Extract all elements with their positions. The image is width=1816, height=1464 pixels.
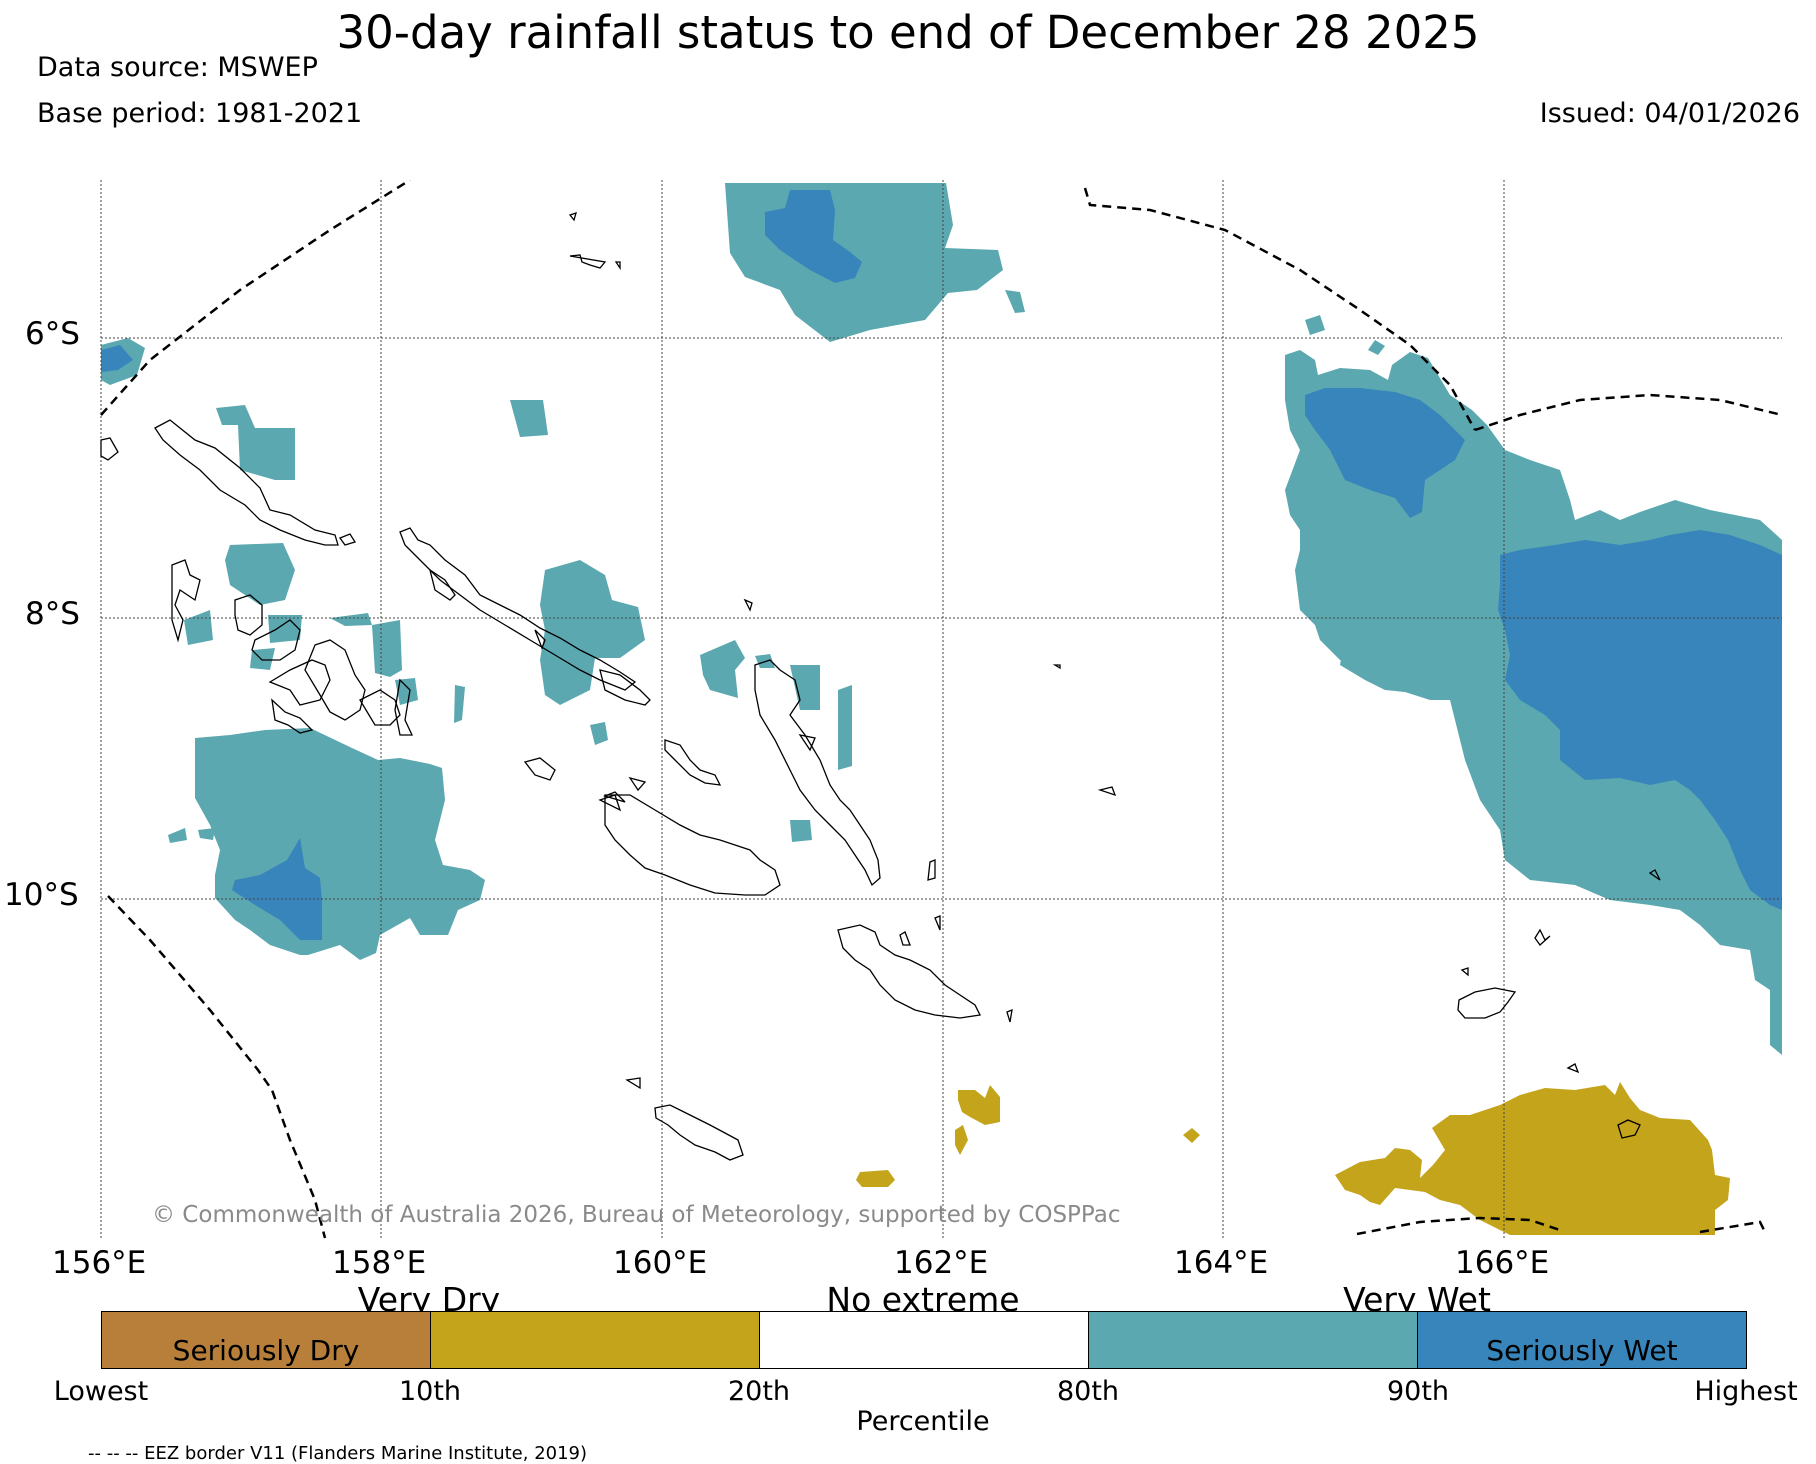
lat-tick-8s: 8°S	[25, 596, 80, 632]
percentile-axis-title: Percentile	[856, 1406, 990, 1437]
lon-tick-160: 160°E	[613, 1245, 708, 1281]
legend-very-dry	[431, 1312, 760, 1368]
legend-very-wet	[1089, 1312, 1418, 1368]
percentile-20th: 20th	[727, 1376, 791, 1407]
eez-border-note: -- -- -- EEZ border V11 (Flanders Marine…	[88, 1443, 588, 1464]
legend-seriously-wet-label: Seriously Wet	[1486, 1334, 1678, 1367]
legend-seriously-wet: Seriously Wet	[1418, 1312, 1746, 1368]
percentile-10th: 10th	[398, 1376, 462, 1407]
percentile-lowest: Lowest	[53, 1376, 149, 1407]
very-dry-regions	[856, 1082, 1730, 1235]
coastlines	[100, 211, 1661, 1161]
gridlines	[100, 180, 1782, 1238]
lat-tick-10s: 10°S	[4, 877, 79, 913]
legend-colorbar: Seriously Dry Seriously Wet	[101, 1311, 1747, 1369]
legend-seriously-dry-label: Seriously Dry	[172, 1334, 360, 1367]
lon-tick-158: 158°E	[332, 1245, 427, 1281]
lat-tick-6s: 6°S	[25, 316, 80, 352]
eez-borders	[100, 180, 1783, 1239]
seriously-wet-regions	[101, 190, 1782, 940]
rainfall-map: © Commonwealth of Australia 2026, Bureau…	[100, 180, 1783, 1239]
lon-tick-156: 156°E	[52, 1245, 147, 1281]
map-title: 30-day rainfall status to end of Decembe…	[336, 6, 1480, 59]
legend-no-extreme	[760, 1312, 1089, 1368]
lon-tick-166: 166°E	[1455, 1245, 1550, 1281]
lon-tick-164: 164°E	[1174, 1245, 1269, 1281]
issued-date-label: Issued: 04/01/2026	[1539, 98, 1800, 129]
legend-seriously-dry: Seriously Dry	[102, 1312, 431, 1368]
lon-tick-162: 162°E	[894, 1245, 989, 1281]
base-period-label: Base period: 1981-2021	[37, 98, 363, 129]
copyright-notice: © Commonwealth of Australia 2026, Bureau…	[152, 1202, 1121, 1228]
percentile-highest: Highest	[1694, 1376, 1798, 1407]
data-source-label: Data source: MSWEP	[37, 52, 318, 83]
percentile-90th: 90th	[1386, 1376, 1450, 1407]
percentile-80th: 80th	[1056, 1376, 1120, 1407]
